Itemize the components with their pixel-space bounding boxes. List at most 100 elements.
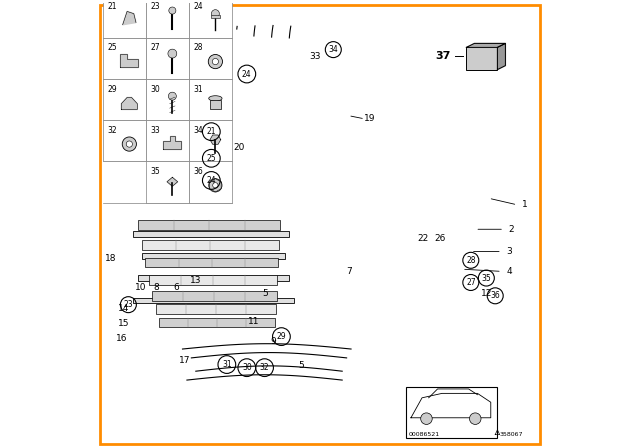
- Text: 21: 21: [108, 2, 117, 11]
- Text: 25: 25: [207, 154, 216, 163]
- Circle shape: [168, 92, 177, 100]
- Text: 11: 11: [248, 317, 259, 326]
- Text: 16: 16: [116, 334, 127, 343]
- Bar: [467, 47, 497, 69]
- Text: 35: 35: [481, 274, 492, 283]
- Text: 29: 29: [108, 85, 117, 94]
- Bar: [146, 0, 189, 38]
- Polygon shape: [120, 54, 138, 67]
- Bar: [189, 79, 232, 120]
- Text: 31: 31: [222, 360, 232, 369]
- Circle shape: [212, 58, 218, 65]
- Text: 19: 19: [364, 114, 376, 123]
- Text: 31: 31: [193, 85, 203, 94]
- Text: 28: 28: [466, 256, 476, 265]
- Circle shape: [420, 413, 432, 424]
- Text: 20: 20: [234, 143, 245, 152]
- Text: 7: 7: [347, 267, 353, 276]
- Text: 1: 1: [522, 200, 527, 209]
- Text: 5: 5: [262, 289, 268, 298]
- Text: 00086521: 00086521: [409, 432, 440, 437]
- Bar: [141, 240, 279, 250]
- Bar: [138, 220, 280, 230]
- Polygon shape: [167, 177, 178, 186]
- Circle shape: [122, 137, 136, 151]
- Text: 3: 3: [506, 247, 512, 256]
- Text: 21: 21: [207, 127, 216, 136]
- Text: 17: 17: [179, 356, 191, 365]
- FancyBboxPatch shape: [133, 231, 289, 237]
- Text: 18: 18: [105, 254, 116, 263]
- Circle shape: [208, 55, 223, 69]
- Polygon shape: [210, 135, 221, 144]
- Text: 6: 6: [173, 283, 179, 292]
- FancyBboxPatch shape: [138, 275, 289, 281]
- Text: 5: 5: [298, 362, 303, 370]
- Bar: [102, 0, 146, 38]
- Bar: [145, 258, 278, 267]
- Bar: [146, 120, 189, 161]
- Text: 26: 26: [435, 234, 446, 243]
- Text: 32: 32: [108, 126, 117, 135]
- Circle shape: [470, 413, 481, 424]
- Circle shape: [212, 183, 218, 188]
- Bar: [146, 79, 189, 120]
- Bar: [152, 291, 276, 301]
- Text: 15: 15: [118, 319, 129, 328]
- Text: 36: 36: [193, 167, 203, 176]
- Text: 4: 4: [506, 267, 512, 276]
- Bar: [189, 161, 232, 202]
- Bar: [159, 318, 275, 327]
- Text: 24: 24: [207, 176, 216, 185]
- Text: 23: 23: [124, 300, 133, 309]
- Polygon shape: [497, 43, 506, 69]
- Text: 2: 2: [509, 225, 514, 234]
- Text: 36: 36: [490, 291, 500, 300]
- Text: 28: 28: [193, 43, 203, 52]
- Polygon shape: [163, 136, 181, 148]
- Text: 25: 25: [108, 43, 117, 52]
- Bar: [156, 304, 276, 314]
- Circle shape: [168, 49, 177, 58]
- Text: 30: 30: [150, 85, 160, 94]
- Bar: [146, 161, 189, 202]
- Bar: [406, 387, 497, 438]
- Circle shape: [209, 179, 222, 192]
- Bar: [148, 276, 277, 285]
- Polygon shape: [467, 43, 506, 47]
- Bar: [102, 38, 146, 79]
- Text: 22: 22: [417, 234, 429, 243]
- Text: 37: 37: [435, 51, 451, 61]
- Bar: [189, 0, 232, 38]
- Text: 12: 12: [481, 289, 492, 298]
- Bar: [102, 79, 146, 120]
- Text: 33: 33: [150, 126, 160, 135]
- Circle shape: [211, 10, 220, 17]
- Text: 10: 10: [134, 283, 146, 292]
- Bar: [189, 38, 232, 79]
- Text: 29: 29: [276, 332, 286, 341]
- Circle shape: [126, 141, 132, 147]
- FancyBboxPatch shape: [142, 253, 285, 258]
- Text: 27: 27: [150, 43, 160, 52]
- Polygon shape: [123, 12, 136, 25]
- Text: 13: 13: [190, 276, 202, 285]
- Text: 14: 14: [118, 304, 129, 313]
- Text: 9: 9: [271, 336, 276, 345]
- Text: 32: 32: [260, 363, 269, 372]
- Ellipse shape: [209, 96, 222, 101]
- Text: 24: 24: [242, 69, 252, 78]
- FancyBboxPatch shape: [133, 297, 294, 303]
- Bar: [211, 14, 220, 18]
- Circle shape: [169, 7, 176, 14]
- Text: 358067: 358067: [500, 432, 523, 437]
- Text: 35: 35: [150, 167, 160, 176]
- Polygon shape: [122, 98, 138, 109]
- Text: 8: 8: [153, 283, 159, 292]
- Text: 33: 33: [309, 52, 321, 61]
- Text: 23: 23: [150, 2, 160, 11]
- Bar: [102, 120, 146, 161]
- Bar: [210, 100, 221, 109]
- Text: 27: 27: [466, 278, 476, 287]
- Text: 24: 24: [193, 2, 203, 11]
